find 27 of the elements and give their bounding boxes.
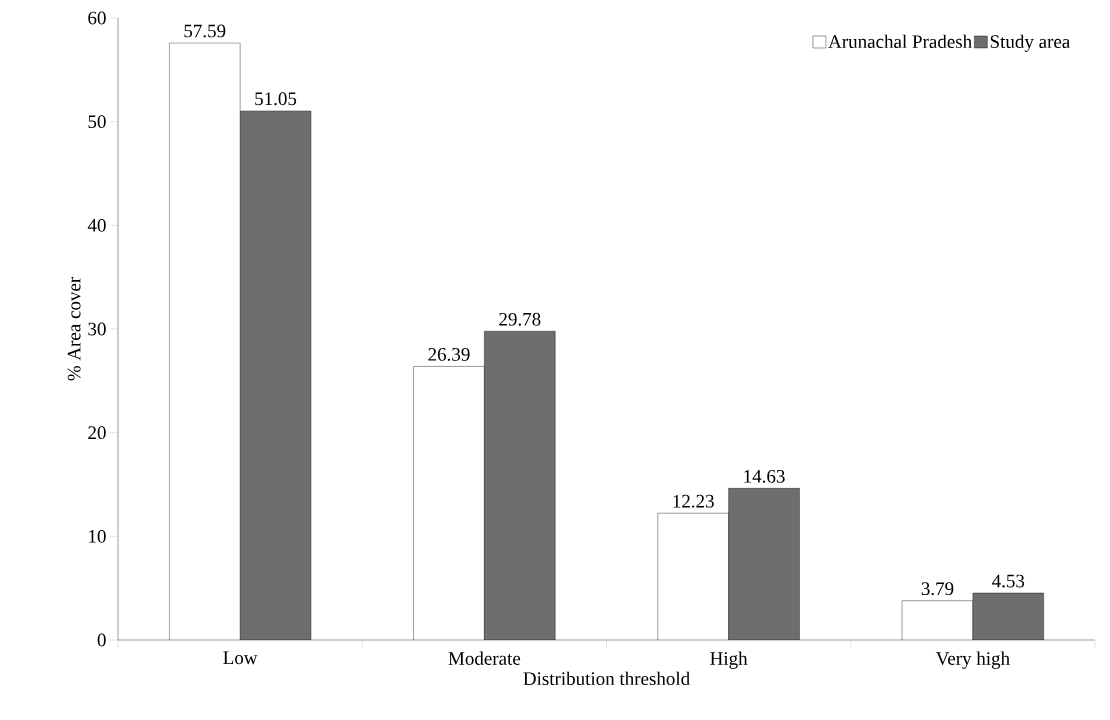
bar	[728, 488, 800, 640]
data-label: 29.78	[499, 312, 541, 326]
data-label: 51.05	[255, 92, 297, 106]
bar	[484, 331, 556, 640]
y-tick-label: 30	[88, 322, 106, 336]
data-label: 4.53	[992, 574, 1025, 588]
data-label: 3.79	[921, 582, 954, 596]
y-tick-label: 0	[97, 633, 106, 647]
y-tick-label: 60	[88, 11, 106, 25]
y-tick-label: 20	[88, 426, 106, 440]
x-tick-label: High	[710, 651, 748, 669]
x-axis-title: Distribution threshold	[523, 671, 690, 686]
data-label: 12.23	[673, 494, 714, 508]
x-tick-label: Low	[223, 651, 258, 665]
y-tick-label: 40	[87, 218, 106, 232]
legend-label: Study area	[990, 34, 1071, 52]
y-tick-label: 10	[89, 529, 106, 543]
data-label: 26.39	[428, 348, 470, 361]
bar	[972, 592, 1044, 640]
legend-label: Arunachal Pradesh	[828, 34, 972, 49]
data-label: 14.63	[744, 469, 785, 483]
x-tick-label: Very high	[935, 651, 1010, 669]
y-tick-label: 50	[88, 115, 106, 129]
bar	[240, 110, 311, 640]
data-label: 57.59	[184, 24, 226, 38]
x-tick-label: Moderate	[448, 651, 521, 665]
y-axis-title: % Area cover	[67, 276, 81, 381]
